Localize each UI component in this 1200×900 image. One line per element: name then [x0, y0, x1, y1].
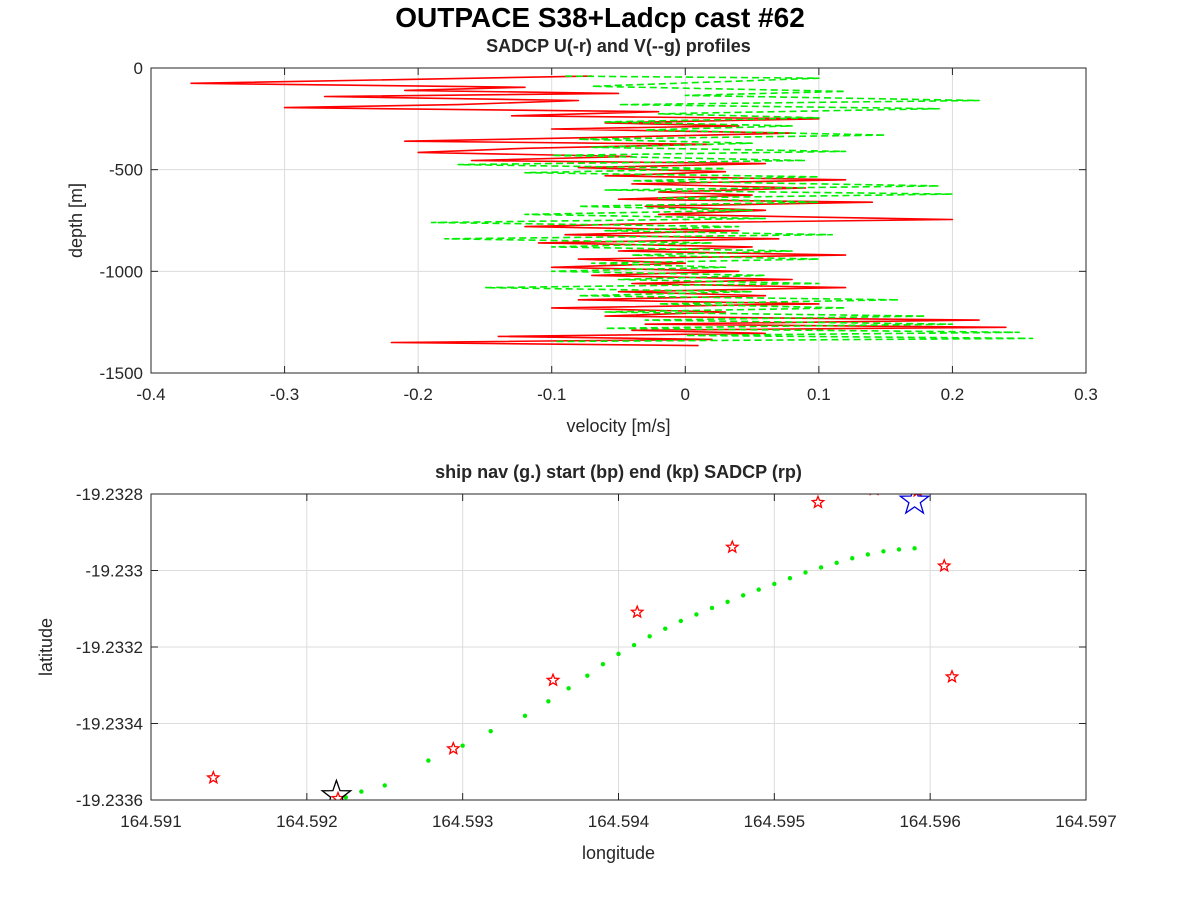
chart1-xtick-label: 0.2 [941, 385, 965, 404]
chart2-nav-point [546, 699, 551, 704]
chart2-nav-point [600, 662, 606, 667]
chart2-sadcp-star [724, 539, 740, 554]
chart1-series-2-line [430, 75, 1034, 343]
chart2-ytick-label: -19.233 [85, 562, 143, 581]
chart1-ytick-label: -500 [109, 161, 143, 180]
chart2-xtick-label: 164.594 [588, 812, 649, 831]
chart2-nav-point [740, 593, 746, 598]
chart1-axes-frame [150, 67, 1087, 374]
chart2-nav-point [834, 560, 839, 566]
chart2-endpoint-star [898, 494, 931, 515]
chart2-sadcp-star [810, 494, 826, 509]
chart1-group: -0.4 -0.3 -0.2 -0.1 0 0.1 0.2 0.3 -1500 -1000 -500… [66, 36, 1098, 436]
chart2-ytick-label: -19.2332 [76, 638, 143, 657]
chart2-nav-point [709, 605, 715, 611]
chart1-data-layer [190, 75, 1034, 347]
chart2-ytick-label: -19.2334 [76, 715, 143, 734]
chart2-nav-point [616, 651, 621, 657]
chart2-nav-point [912, 546, 917, 551]
figure-suptitle: OUTPACE S38+Ladcp cast #62 [395, 2, 805, 33]
chart2-xlabel: longitude [582, 843, 655, 863]
chart2-sadcp-star [936, 558, 952, 573]
chart1-title: SADCP U(-r) and V(--g) profiles [486, 36, 751, 56]
chart2-nav-point [663, 626, 668, 631]
chart1-ytick-label: -1500 [100, 364, 143, 383]
chart2-nav-point [647, 634, 652, 639]
chart2-xtick-label: 164.591 [120, 812, 181, 831]
chart1-xtick-label: -0.3 [270, 385, 299, 404]
chart1-ytick-label: -1000 [100, 262, 143, 281]
chart2-endpoint-star [320, 778, 353, 800]
chart2-nav-point [850, 556, 855, 561]
chart1-xtick-label: 0.1 [807, 385, 831, 404]
chart2-sadcp-star [629, 604, 645, 619]
chart2-nav-point [772, 581, 777, 587]
chart2-group: 164.591 164.592 164.593 164.594 164.595 164.5… [36, 462, 1117, 863]
chart2-xtick-label: 164.593 [432, 812, 493, 831]
chart1-ylabel: depth [m] [66, 183, 86, 258]
chart2-data-layer [205, 494, 960, 800]
chart1-xlabel: velocity [m/s] [566, 416, 670, 436]
chart2-xtick-label: 164.595 [744, 812, 805, 831]
chart2-nav-point [881, 549, 886, 554]
chart2-nav-point [585, 673, 590, 678]
chart2-nav-point [631, 642, 637, 648]
chart2-nav-point [566, 686, 571, 691]
chart2-xtick-label: 164.596 [899, 812, 960, 831]
chart2-nav-point [756, 587, 761, 592]
chart2-sadcp-star [869, 494, 879, 496]
chart1-ytick-label: 0 [134, 59, 143, 78]
chart1-xtick-label: -0.1 [537, 385, 566, 404]
chart2-ylabel: latitude [36, 618, 56, 676]
chart2-nav-point [382, 783, 387, 788]
chart1-xtick-label: -0.2 [403, 385, 432, 404]
chart2-nav-point [488, 728, 493, 734]
chart2-nav-point [678, 618, 684, 624]
chart2-nav-point [896, 547, 902, 552]
chart2-title: ship nav (g.) start (bp) end (kp) SADCP … [435, 462, 802, 482]
chart2-sadcp-star [205, 770, 221, 785]
chart2-nav-point [359, 789, 364, 794]
chart2-nav-point [426, 758, 431, 763]
chart1-xtick-label: -0.4 [136, 385, 165, 404]
chart1-xtick-label: 0 [681, 385, 690, 404]
chart2-ytick-label: -19.2336 [76, 791, 143, 810]
chart2-nav-point [522, 713, 528, 719]
chart2-nav-point [460, 743, 465, 748]
chart1-xtick-label: 0.3 [1074, 385, 1098, 404]
chart2-xtick-label: 164.597 [1055, 812, 1116, 831]
chart2-nav-point [865, 552, 871, 557]
chart2-nav-point [694, 612, 699, 617]
chart2-sadcp-star [545, 672, 561, 687]
chart2-nav-point [725, 599, 730, 605]
chart2-sadcp-star [445, 740, 461, 756]
chart2-nav-point [818, 565, 824, 570]
chart2-nav-point [803, 570, 808, 575]
chart2-ytick-label: -19.2328 [76, 485, 143, 504]
chart2-nav-point [787, 575, 793, 581]
chart2-sadcp-star [944, 668, 960, 684]
chart2-xtick-label: 164.592 [276, 812, 337, 831]
